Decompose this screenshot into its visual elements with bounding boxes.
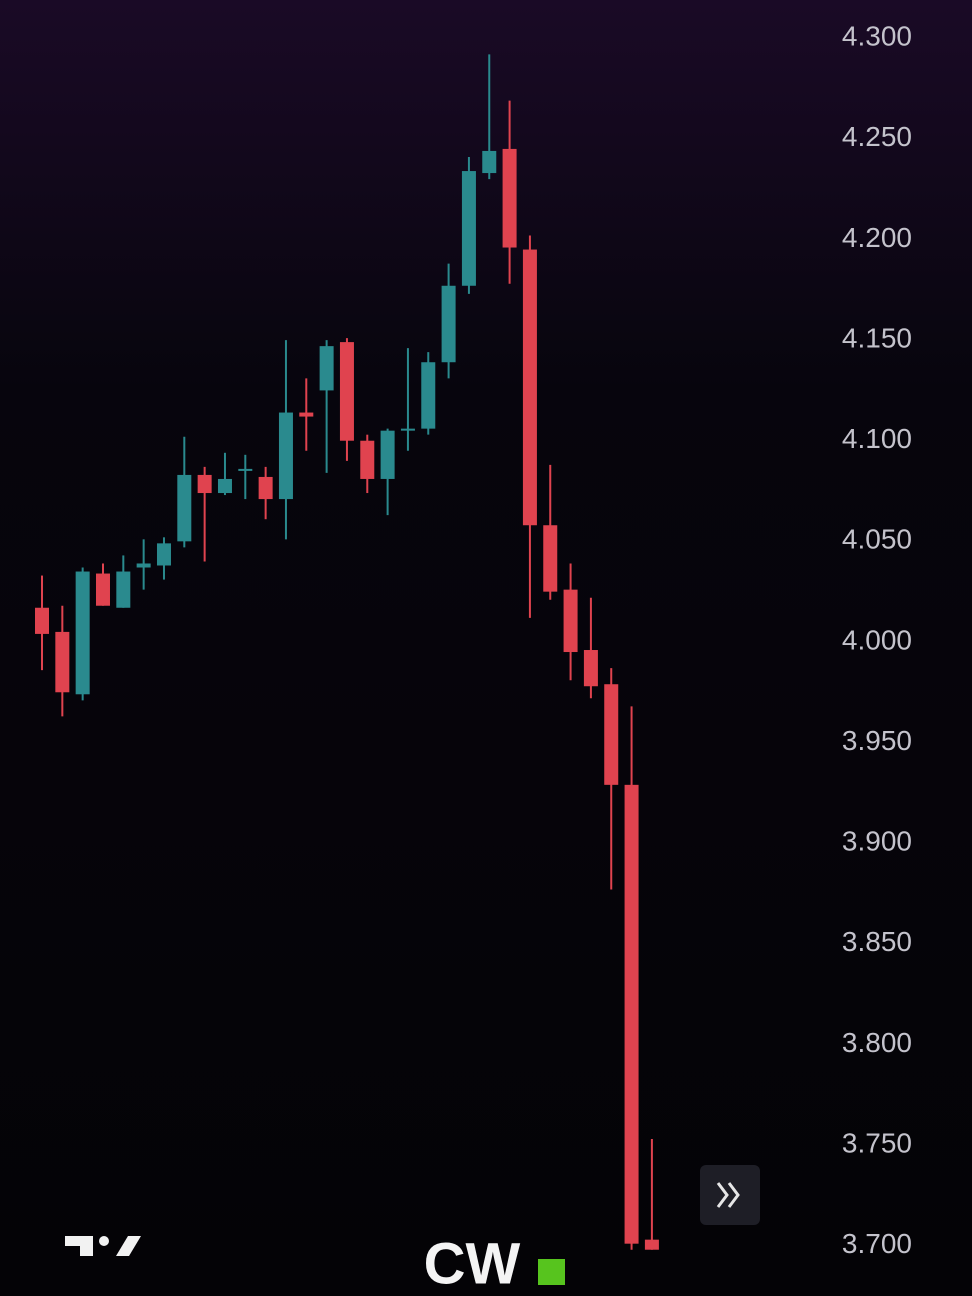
y-tick-label: 4.000 xyxy=(842,624,912,655)
watermark: CW xyxy=(424,1231,521,1296)
y-tick-label: 3.750 xyxy=(842,1127,912,1158)
y-tick-label: 3.700 xyxy=(842,1228,912,1259)
candle-body xyxy=(644,1239,659,1250)
watermark-square xyxy=(538,1259,565,1285)
candle-body xyxy=(136,563,151,568)
y-tick-label: 3.850 xyxy=(842,926,912,957)
candle-body xyxy=(75,571,90,695)
y-tick-label: 3.900 xyxy=(842,826,912,857)
candle-body xyxy=(604,684,619,785)
y-tick-label: 4.200 xyxy=(842,222,912,253)
candle-body xyxy=(624,784,639,1244)
candle-body xyxy=(116,571,131,608)
candle-body xyxy=(543,525,558,592)
candle-body xyxy=(299,412,314,417)
candle-body xyxy=(278,412,293,500)
candle-body xyxy=(258,476,273,500)
candle-body xyxy=(35,607,49,634)
candle-body xyxy=(380,430,395,479)
candle-body xyxy=(197,474,212,494)
candle-body xyxy=(583,650,598,687)
candle-body xyxy=(177,474,192,542)
candle-body xyxy=(95,573,110,606)
candle-body xyxy=(339,342,354,441)
candle-body xyxy=(55,631,70,693)
y-tick-label: 4.100 xyxy=(842,423,912,454)
candle-body xyxy=(238,468,253,471)
expand-button[interactable] xyxy=(700,1165,760,1225)
candle-body xyxy=(441,285,456,363)
y-tick-label: 4.050 xyxy=(842,524,912,555)
y-tick-label: 4.300 xyxy=(842,21,912,52)
candle-body xyxy=(360,440,375,479)
candle-body xyxy=(522,249,537,526)
y-tick-label: 4.150 xyxy=(842,322,912,353)
candle-body xyxy=(563,589,578,653)
candle-body xyxy=(217,478,232,494)
candle-body xyxy=(461,171,476,286)
candle-body xyxy=(482,150,497,174)
candle-body xyxy=(156,543,171,566)
y-tick-label: 3.800 xyxy=(842,1027,912,1058)
y-tick-label: 4.250 xyxy=(842,121,912,152)
candle-body xyxy=(421,362,436,429)
candle-body xyxy=(400,428,415,431)
y-tick-label: 3.950 xyxy=(842,725,912,756)
tradingview-logo xyxy=(65,1236,141,1256)
candle-body xyxy=(502,148,517,248)
candle-body xyxy=(319,346,334,391)
